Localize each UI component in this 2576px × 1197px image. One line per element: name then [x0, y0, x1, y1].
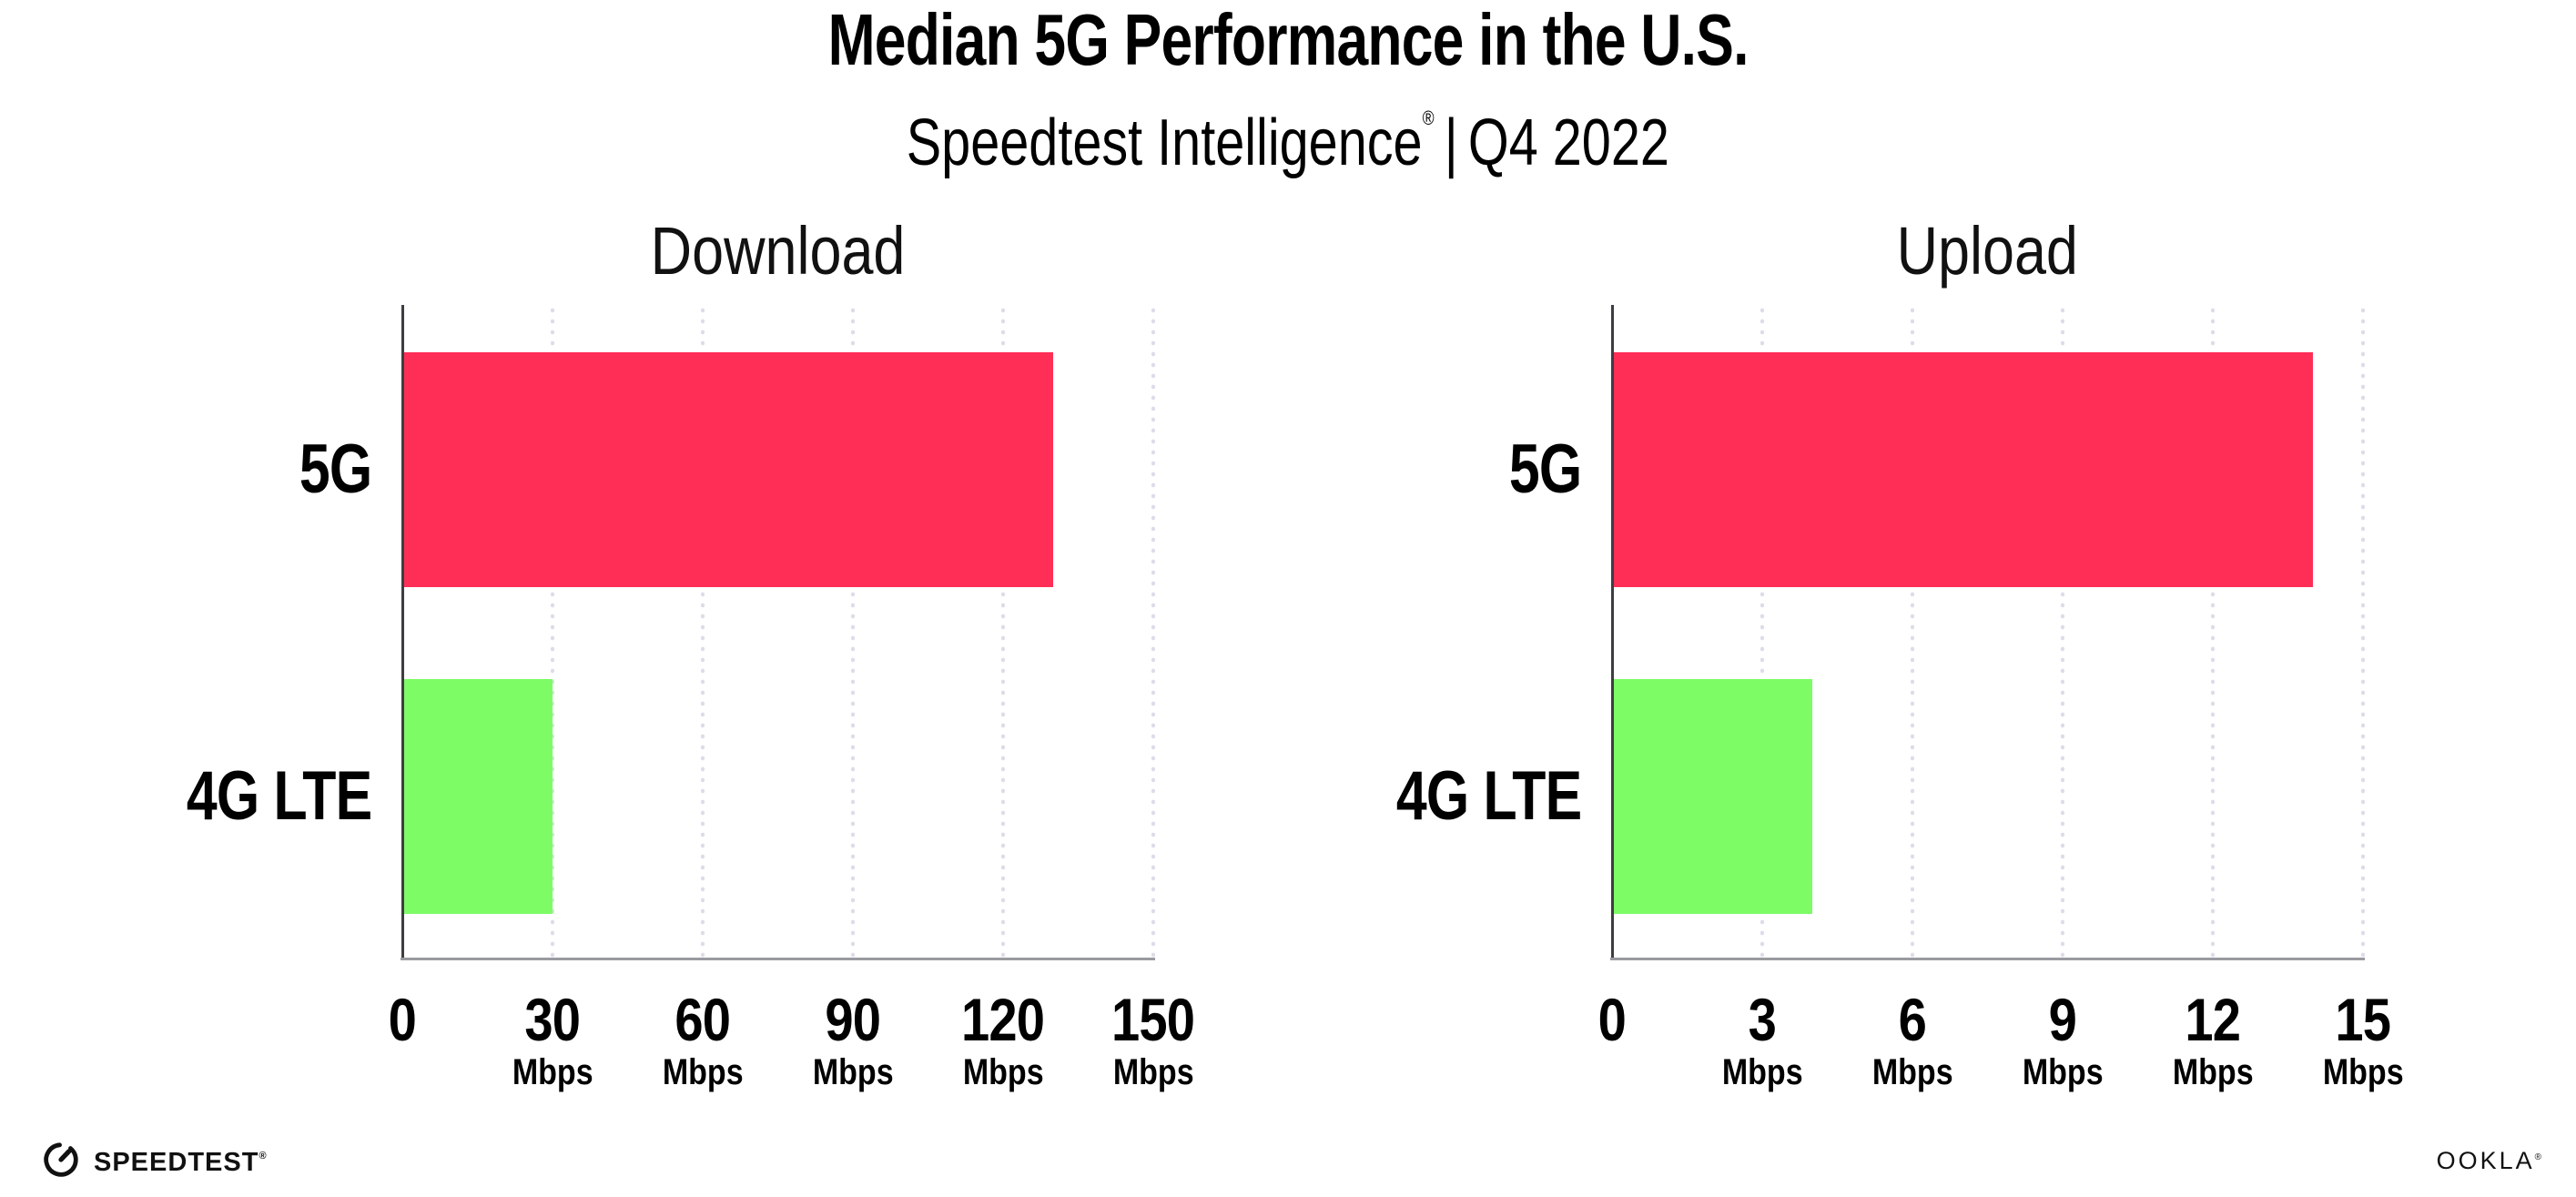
gridline-15 — [2361, 305, 2365, 959]
tick-label-0: 0 — [1512, 989, 1712, 1050]
x-axis-line — [401, 958, 1155, 960]
ookla-logo: OOKLA® — [2437, 1140, 2541, 1179]
tick-label-15: 15 Mbps — [2263, 989, 2463, 1093]
tick-label-120: 120 Mbps — [903, 989, 1103, 1093]
category-label-5g: 5G — [299, 430, 371, 508]
chart-upload: Upload 0 3 Mbps 6 Mbps 9 Mbps 12 Mbps 15 Mbps 5G 4G … — [1395, 216, 2403, 1093]
gridline-9 — [2061, 305, 2064, 959]
tick-unit: Mbps — [1112, 1052, 1194, 1092]
tick-label-12: 12 Mbps — [2113, 989, 2313, 1093]
speedtest-gauge-icon — [44, 1141, 78, 1177]
gridline-30 — [551, 305, 554, 959]
tick-label-30: 30 Mbps — [452, 989, 653, 1093]
tick-value: 0 — [1597, 986, 1627, 1053]
subtitle-period: Q4 2022 — [1468, 107, 1670, 179]
speedtest-logo-text: SPEEDTEST® — [94, 1148, 267, 1177]
tick-unit: Mbps — [812, 1052, 894, 1092]
tick-value: 150 — [1111, 986, 1195, 1053]
speedtest-logo: SPEEDTEST® — [40, 1135, 267, 1183]
tick-value: 6 — [1898, 986, 1927, 1053]
tick-unit: Mbps — [2172, 1052, 2254, 1092]
category-label-4g-lte: 4G LTE — [1395, 756, 1581, 835]
tick-value: 15 — [2335, 986, 2392, 1053]
tick-label-150: 150 Mbps — [1053, 989, 1253, 1093]
chart-title-upload: Upload — [1896, 213, 2079, 289]
tick-label-0: 0 — [302, 989, 502, 1050]
tick-value: 120 — [961, 986, 1045, 1053]
tick-unit: Mbps — [1721, 1052, 1803, 1092]
page-title: Median 5G Performance in the U.S. — [827, 0, 1749, 80]
tick-label-9: 9 Mbps — [1962, 989, 2163, 1093]
tick-value: 60 — [674, 986, 732, 1053]
bar-5g — [1612, 351, 2313, 587]
tick-unit: Mbps — [962, 1052, 1044, 1092]
chart-title-download: Download — [650, 213, 906, 289]
gridline-60 — [701, 305, 705, 959]
tick-value: 30 — [524, 986, 582, 1053]
tick-value: 9 — [2048, 986, 2077, 1053]
tick-unit: Mbps — [2022, 1052, 2104, 1092]
registered-trademark-icon: ® — [259, 1151, 267, 1161]
bar-4g-lte — [1612, 678, 1812, 914]
gridline-120 — [1001, 305, 1005, 959]
tick-value: 3 — [1748, 986, 1777, 1053]
tick-value: 90 — [825, 986, 882, 1053]
page-subtitle: Speedtest Intelligence® | Q4 2022 — [0, 82, 2576, 179]
bar-4g-lte — [402, 678, 553, 914]
gridline-3 — [1760, 305, 1764, 959]
tick-unit: Mbps — [2322, 1052, 2404, 1092]
tick-value: 0 — [388, 986, 417, 1053]
bar-5g — [402, 351, 1053, 587]
category-label-4g-lte: 4G LTE — [186, 756, 371, 835]
subtitle-brand: Speedtest Intelligence — [906, 107, 1423, 179]
chart-download: Download 0 30 Mbps 60 Mbps 90 Mbps 120 Mbps 150 Mb… — [186, 216, 1195, 1093]
ookla-logo-text: OOKLA — [2436, 1147, 2535, 1174]
gridline-6 — [1911, 305, 1914, 959]
y-axis-line — [1611, 305, 1614, 959]
tick-label-3: 3 Mbps — [1662, 989, 1862, 1093]
tick-label-90: 90 Mbps — [753, 989, 953, 1093]
tick-unit: Mbps — [512, 1052, 593, 1092]
tick-unit: Mbps — [662, 1052, 744, 1092]
gridline-150 — [1151, 305, 1155, 959]
tick-label-6: 6 Mbps — [1812, 989, 2013, 1093]
y-axis-line — [401, 305, 404, 959]
tick-label-60: 60 Mbps — [603, 989, 803, 1093]
subtitle-divider: | — [1444, 107, 1458, 179]
registered-trademark-icon: ® — [2534, 1152, 2541, 1162]
tick-value: 12 — [2185, 986, 2242, 1053]
gridline-12 — [2211, 305, 2215, 959]
gridline-90 — [851, 305, 855, 959]
x-axis-line — [1610, 958, 2365, 960]
registered-trademark-icon: ® — [1422, 107, 1435, 129]
category-label-5g: 5G — [1508, 430, 1581, 508]
tick-unit: Mbps — [1871, 1052, 1953, 1092]
